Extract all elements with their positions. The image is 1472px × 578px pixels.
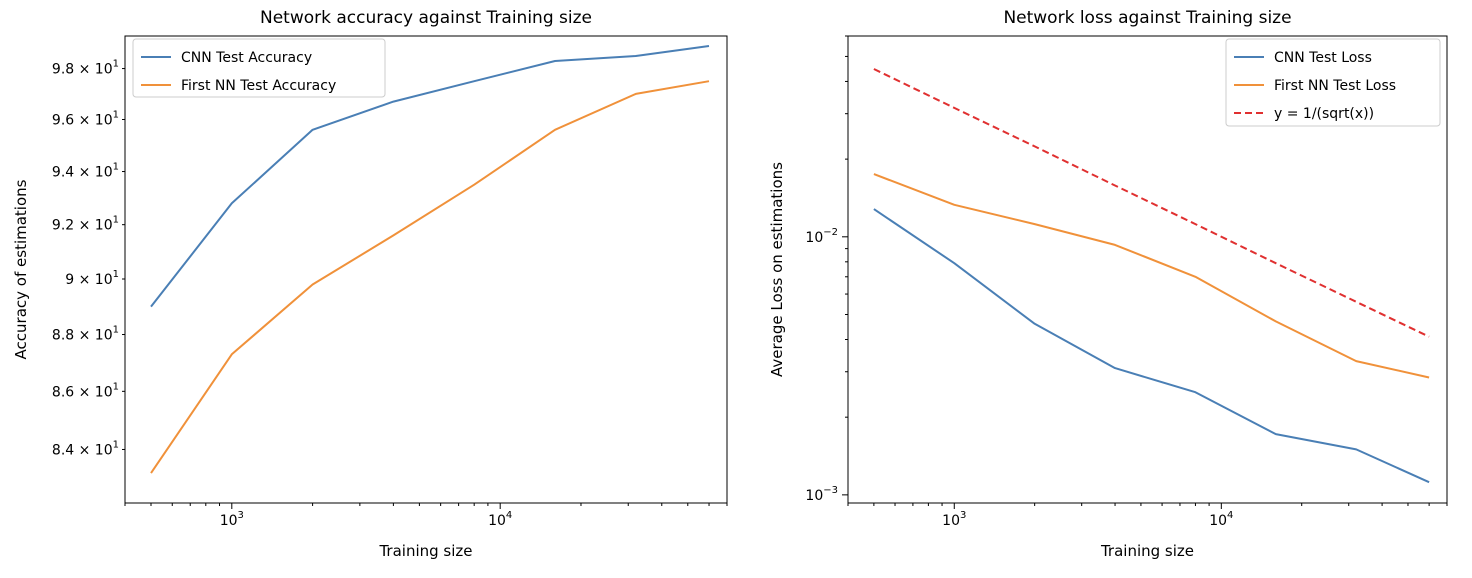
x-axis-label: Training size <box>1100 542 1194 560</box>
axes-frame <box>847 35 1448 504</box>
y-tick-label: 9 × 101 <box>65 269 119 288</box>
x-tick-label-exponent: 4 <box>1227 510 1233 521</box>
y-tick-label-mantissa: 8.4 × 10 <box>52 442 113 458</box>
y-tick-label-mantissa: 9.4 × 10 <box>52 165 113 181</box>
legend-entry-label: CNN Test Accuracy <box>181 50 312 66</box>
y-axis-label: Average Loss on estimations <box>768 162 786 377</box>
x-tick-label: 104 <box>1209 510 1233 529</box>
x-tick-label: 104 <box>488 510 512 529</box>
y-tick-label-exponent: 1 <box>113 59 119 70</box>
y-tick-label-exponent: 1 <box>113 215 119 226</box>
legend: CNN Test Accuracy First NN Test Accuracy <box>132 38 386 98</box>
x-axis-label: Training size <box>378 542 472 560</box>
y-tick-label-exponent: −2 <box>823 227 838 238</box>
y-tick-label-exponent: 1 <box>113 381 119 392</box>
y-tick-label: 10−3 <box>805 485 838 504</box>
y-tick-label: 8.4 × 101 <box>52 439 119 458</box>
x-tick-label-mantissa: 10 <box>220 513 238 529</box>
y-tick-label-mantissa: 9.8 × 10 <box>52 62 113 78</box>
y-tick-label: 10−2 <box>805 227 838 246</box>
y-tick-label: 8.8 × 101 <box>52 325 119 344</box>
x-tick-label-exponent: 3 <box>238 510 244 521</box>
x-tick-label-mantissa: 10 <box>488 513 506 529</box>
y-tick-label-mantissa: 10 <box>805 488 823 504</box>
y-tick-label: 8.6 × 101 <box>52 381 119 400</box>
legend-box <box>132 38 386 98</box>
y-tick-label-mantissa: 8.6 × 10 <box>52 384 113 400</box>
series-line-1-0 <box>873 208 1430 484</box>
y-tick-label-exponent: 1 <box>113 269 119 280</box>
legend-box <box>1225 38 1441 127</box>
y-tick-label: 9.8 × 101 <box>52 59 119 78</box>
x-tick-label-exponent: 3 <box>960 510 966 521</box>
legend: CNN Test Loss First NN Test Loss y = 1/(sq… <box>1225 38 1441 127</box>
axes-frame <box>124 35 728 504</box>
x-tick-label: 103 <box>942 510 966 529</box>
chart-title: Network loss against Training size <box>1003 8 1291 28</box>
x-tick-label: 103 <box>220 510 244 529</box>
legend-entry-label: y = 1/(sqrt(x)) <box>1274 106 1374 122</box>
x-tick-label-exponent: 4 <box>506 510 512 521</box>
y-tick-label-exponent: 1 <box>113 325 119 336</box>
y-tick-label: 9.2 × 101 <box>52 215 119 234</box>
x-tick-label-mantissa: 10 <box>1209 513 1227 529</box>
legend-entry-label: CNN Test Loss <box>1274 50 1372 66</box>
y-tick-label-exponent: 1 <box>113 439 119 450</box>
y-tick-label-exponent: −3 <box>823 485 838 496</box>
series-line-1-2 <box>873 68 1430 338</box>
series-line-1-1 <box>873 173 1430 379</box>
series-line-0-1 <box>150 80 710 474</box>
legend-entry-label: First NN Test Accuracy <box>181 78 336 94</box>
x-tick-label-mantissa: 10 <box>942 513 960 529</box>
y-tick-label: 9.4 × 101 <box>52 162 119 181</box>
y-tick-label: 9.6 × 101 <box>52 110 119 129</box>
y-tick-label-mantissa: 8.8 × 10 <box>52 328 113 344</box>
series-line-0-0 <box>150 45 710 308</box>
y-axis-label: Accuracy of estimations <box>12 179 30 359</box>
y-tick-label-mantissa: 9.2 × 10 <box>52 218 113 234</box>
y-tick-label-mantissa: 9 × 10 <box>65 272 112 288</box>
y-tick-label-exponent: 1 <box>113 110 119 121</box>
y-tick-label-exponent: 1 <box>113 162 119 173</box>
y-tick-label-mantissa: 10 <box>805 230 823 246</box>
chart-title: Network accuracy against Training size <box>260 8 592 28</box>
y-tick-label-mantissa: 9.6 × 10 <box>52 113 113 129</box>
legend-entry-label: First NN Test Loss <box>1274 78 1396 94</box>
